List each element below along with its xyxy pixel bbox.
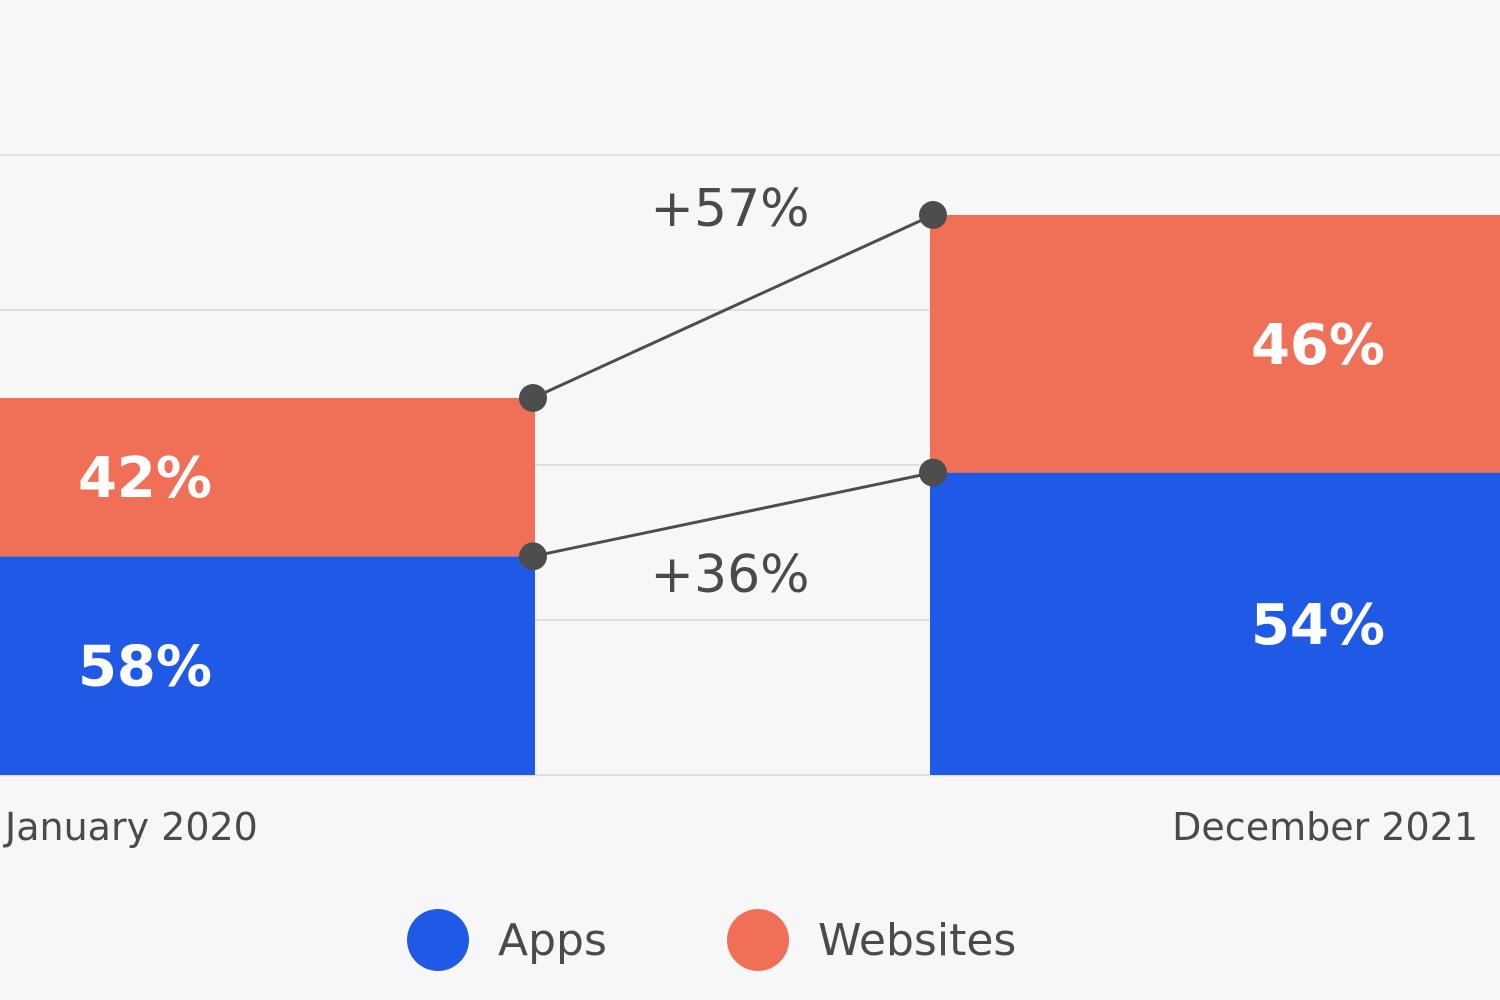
connector-line <box>532 471 934 558</box>
connector-point <box>519 384 547 412</box>
data-label: 42% <box>78 446 212 511</box>
legend-label: Apps <box>498 915 607 966</box>
data-label: 54% <box>1251 593 1385 658</box>
legend: Apps Websites <box>407 909 1016 971</box>
connector-point <box>919 458 947 487</box>
bar-segment-apps <box>0 556 535 775</box>
bar-segment-apps <box>930 472 1500 775</box>
bar-segment-websites <box>0 398 535 557</box>
bar-segment-websites <box>930 215 1500 473</box>
legend-swatch <box>407 909 469 971</box>
x-tick-label: January 2020 <box>3 805 258 849</box>
bars <box>0 215 1500 775</box>
change-connectors <box>519 201 947 571</box>
legend-swatch <box>727 909 789 971</box>
change-label: +57% <box>650 179 809 239</box>
legend-label: Websites <box>818 915 1016 966</box>
labels: 58% 42% 54% 46% +57% +36% January 2020 December… <box>3 179 1478 849</box>
data-label: 58% <box>78 635 212 700</box>
connector-point <box>919 201 947 229</box>
connector-line <box>532 213 934 400</box>
x-tick-label: December 2021 <box>1172 805 1478 849</box>
connector-point <box>519 542 547 571</box>
data-label: 46% <box>1251 313 1385 378</box>
change-label: +36% <box>650 545 809 605</box>
